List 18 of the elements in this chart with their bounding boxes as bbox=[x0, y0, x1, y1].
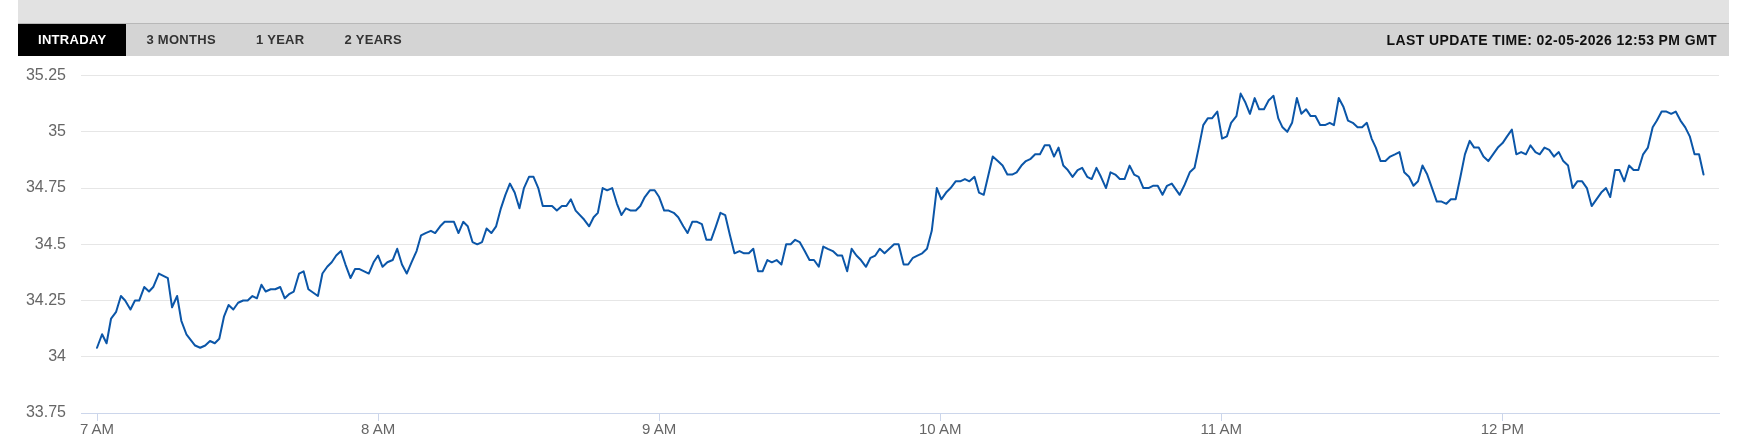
tab[interactable]: 2 YEARS bbox=[324, 24, 422, 56]
tab[interactable]: 1 YEAR bbox=[235, 24, 325, 56]
y-tick-label: 34.75 bbox=[25, 178, 67, 196]
y-tick-label: 34 bbox=[48, 347, 67, 365]
x-tick-label: 10 AM bbox=[918, 420, 962, 438]
y-tick-label: 34.5 bbox=[34, 234, 67, 252]
tab[interactable]: INTRADAY bbox=[18, 24, 127, 56]
y-tick-label: 35.25 bbox=[25, 66, 67, 84]
y-tick-label: 33.75 bbox=[25, 403, 67, 421]
x-tick-label: 11 AM bbox=[1200, 420, 1242, 438]
y-tick-label: 35 bbox=[48, 122, 67, 140]
x-tick-label: 9 AM bbox=[642, 420, 677, 438]
chart-subtitle: LAST UPDATE TIME: 02-05-2026 12:53 PM GMT bbox=[1386, 31, 1717, 50]
tab[interactable]: 3 MONTHS bbox=[126, 24, 236, 56]
x-tick-label: 8 AM bbox=[360, 420, 396, 438]
x-tick-label: 12 PM bbox=[1480, 420, 1524, 438]
x-tick-label: 7 AM bbox=[79, 420, 115, 438]
y-tick-label: 34.25 bbox=[25, 290, 67, 308]
